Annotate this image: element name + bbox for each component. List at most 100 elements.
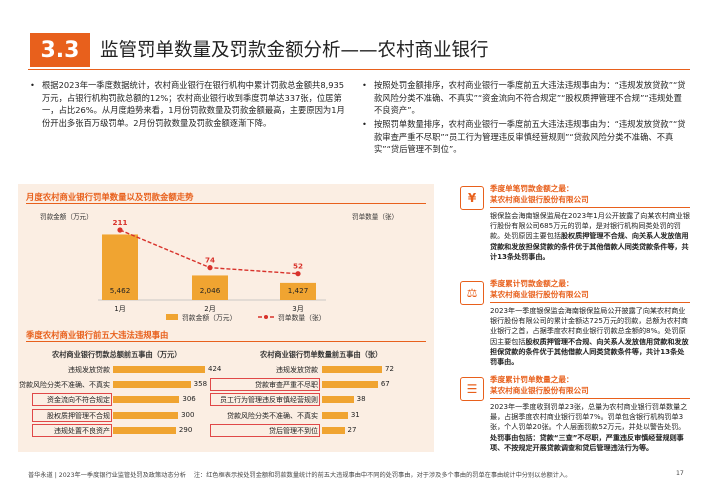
top5-category-label: 违规处置不良资产 <box>54 426 110 435</box>
top5-count-subtitle: 农村商业银行罚单数量前五事由（张） <box>260 350 383 359</box>
amount-bar-label: 2,046 <box>200 286 221 295</box>
top5-category-label: 违规发放贷款 <box>68 366 110 374</box>
top5-bar <box>113 411 179 419</box>
top5-bar <box>322 366 382 373</box>
top5-bar <box>113 366 205 373</box>
left-axis-label: 罚款金额（万元） <box>40 213 93 221</box>
case-body: 2023年一季度收到罚单23张，总量为农村商业银行罚单数量之最，占据季度农村商业… <box>490 402 690 453</box>
summary-bullet-left: • 根据2023年一季度数据统计，农村商业银行在银行机构中累计罚款总金额共8,93… <box>30 79 348 129</box>
top5-category-label: 员工行为管理违反审慎经营规则 <box>220 396 318 405</box>
section-number: 3.3 <box>30 33 90 67</box>
top5-category-label: 资金流向不符合规定 <box>47 396 110 405</box>
legend-amount-swatch <box>166 314 178 320</box>
title-underline <box>28 69 690 70</box>
top5-bar-value: 290 <box>178 425 193 434</box>
case-rule <box>490 398 690 399</box>
top5-category-label: 股权质押管理不合规 <box>47 411 110 420</box>
top5-bar-value: 72 <box>385 365 394 373</box>
summary-text: 按照处罚金额排序，农村商业银行一季度前五大违法违规事由为：“违规发放贷款”“贷款… <box>374 80 686 116</box>
banknote-icon: ¥ <box>460 186 484 210</box>
top5-bar-value: 31 <box>350 410 360 419</box>
top5-bar-value: 67 <box>380 380 390 389</box>
amount-bar <box>192 275 228 300</box>
legend-amount-label: 罚款金额（万元） <box>182 313 236 322</box>
count-point-label: 52 <box>293 262 303 271</box>
highlight-box <box>32 408 112 422</box>
month-tick-label: 1月 <box>114 305 125 313</box>
document-icon: ☰ <box>460 377 484 401</box>
highlight-box <box>210 393 320 407</box>
case-title: 季度累计罚款金额之最： 某农村商业银行股份有限公司 <box>490 279 690 300</box>
top5-bar-value: 38 <box>356 395 366 404</box>
top5-section-title: 季度农村商业银行前五大违法违规事由 <box>26 330 169 340</box>
summary-bullet-right-2: • 按照罚单数量排序，农村商业银行一季度前五大违法违规事由为：“违规发放贷款”“贷… <box>362 118 688 156</box>
case-bank: 某农村商业银行股份有限公司 <box>490 289 589 299</box>
case-heading: 季度累计罚单数量之最： <box>490 375 574 384</box>
case-bank: 某农村商业银行股份有限公司 <box>490 385 589 395</box>
count-point-label: 211 <box>112 218 127 227</box>
case-body: 银保监会海南银保监局在2023年1月公开披露了向某农村商业银行股份有限公司685… <box>490 211 690 262</box>
top5-bar <box>322 411 348 419</box>
footer-firm: 普华永道 | 2023年一季度银行业监管处罚及政策动态分析 <box>28 472 186 479</box>
top5-bar <box>113 426 176 434</box>
case-body-emphasis: 股权质押管理不合规、向关系人发放信用贷款和发放担保贷款的条件优于其他借款人同类贷… <box>490 336 689 367</box>
case-bank: 某农村商业银行股份有限公司 <box>490 194 589 204</box>
scale-icon: ⚖ <box>460 281 484 305</box>
monthly-combo-chart: 5,462 1月 2,046 2月 1,427 3月 211 74 52 罚款金额（万元） 罚单数量… <box>98 218 326 322</box>
top5-bar <box>322 396 354 404</box>
top5-bar <box>113 396 180 404</box>
top5-bar <box>322 381 378 389</box>
case-body-emphasis: 股权质押管理不合规、向关系人发放信用贷款和发放担保贷款的条件优于其他借款人同类贷… <box>490 231 689 261</box>
top5-amount-subtitle: 农村商业银行罚款总额前五事由（万元） <box>52 350 182 359</box>
summary-text: 按照罚单数量排序，农村商业银行一季度前五大违法违规事由为：“违规发放贷款”“贷款… <box>374 119 686 155</box>
case-body-text: 银保监会海南银保监局在2023年1月公开披露了向某农村商业银行股份有限公司685… <box>490 211 690 241</box>
case-title: 季度累计罚单数量之最： 某农村商业银行股份有限公司 <box>490 375 690 396</box>
top5-bar-value: 358 <box>193 380 208 389</box>
case-rule <box>490 207 690 208</box>
monthly-title-rule <box>26 203 426 204</box>
highlight-box <box>32 423 112 437</box>
amount-bar-label: 1,427 <box>288 286 309 295</box>
top5-title-rule <box>26 341 426 342</box>
count-point <box>117 227 123 233</box>
top5-category-label: 贷后管理不到位 <box>269 426 318 435</box>
highlight-box <box>32 393 112 407</box>
top5-category-label: 贷款风险分类不准确、不真实 <box>19 381 110 390</box>
footer-source: 普华永道 | 2023年一季度银行业监管处罚及政策动态分析 注：红色框表示按处罚… <box>28 470 571 479</box>
top5-category-label: 贷款审查严重不尽职 <box>255 381 318 390</box>
legend-count-marker <box>264 315 268 319</box>
top5-bar-value: 27 <box>347 425 357 434</box>
summary-text: 根据2023年一季度数据统计，农村商业银行在银行机构中累计罚款总金额共8,935… <box>42 80 345 128</box>
amount-bar <box>280 282 316 300</box>
chart-panel <box>18 184 434 452</box>
case-heading: 季度累计罚款金额之最： <box>490 279 574 288</box>
page-title: 监管罚单数量及罚款金额分析——农村商业银行 <box>100 40 489 61</box>
legend-count-label: 罚单数量（张） <box>278 313 326 322</box>
case-body-text: 2023年一季度收到罚单23张，总量为农村商业银行罚单数量之最，占据季度农村商业… <box>490 402 688 432</box>
page-number: 17 <box>676 470 684 477</box>
top5-bar-value: 300 <box>181 410 195 419</box>
highlight-box <box>210 423 320 437</box>
case-body-emphasis: 处罚事由包括：贷款“三查”不尽职，严重违反审慎经营规则事项、不按规定开展贷款调查… <box>490 432 684 452</box>
top5-bar-value: 424 <box>208 365 222 373</box>
case-heading: 季度单笔罚款金额之最： <box>490 184 574 193</box>
footer-note: 注：红色框表示按处罚金额和罚款数量统计的前五大违规事由中不同的处罚事由，对于涉及… <box>193 472 572 479</box>
amount-bar-label: 5,462 <box>110 286 131 295</box>
case-title: 季度单笔罚款金额之最： 某农村商业银行股份有限公司 <box>490 184 690 205</box>
case-body-text: 2023年一季度银保监会海南银保监局公开披露了向某农村商业银行股份有限公司的累计… <box>490 306 688 346</box>
count-point <box>207 265 213 271</box>
summary-bullet-right-1: • 按照处罚金额排序，农村商业银行一季度前五大违法违规事由为：“违规发放贷款”“贷… <box>362 79 688 117</box>
count-point-label: 74 <box>205 256 215 265</box>
top5-category-label: 贷款风险分类不准确、不真实 <box>227 411 318 420</box>
amount-bar <box>102 234 138 300</box>
month-tick-label: 3月 <box>292 305 303 313</box>
top5-bar-value: 306 <box>182 395 196 404</box>
top5-category-label: 违规发放贷款 <box>276 366 318 374</box>
case-rule <box>490 302 690 303</box>
right-axis-label: 罚单数量（张） <box>352 213 399 221</box>
top5-bar <box>113 381 191 389</box>
count-point <box>295 271 301 277</box>
month-tick-label: 2月 <box>204 305 215 313</box>
highlight-box <box>210 378 320 392</box>
monthly-chart-title: 月度农村商业银行罚单数量以及罚款金额走势 <box>26 192 194 202</box>
